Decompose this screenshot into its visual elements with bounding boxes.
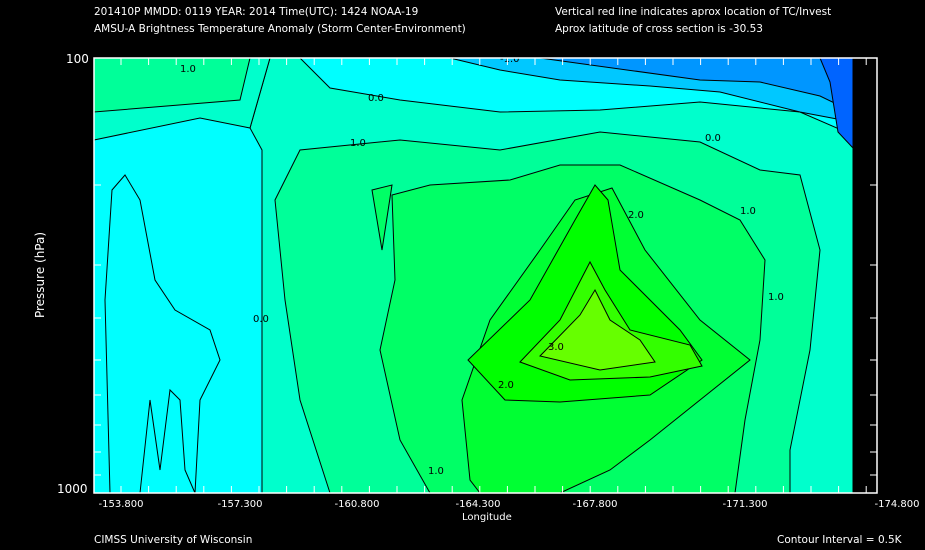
plot-frame <box>93 57 878 494</box>
x-axis-label: Longitude <box>462 512 512 523</box>
right-strip <box>853 58 877 493</box>
x-tick-label: -153.800 <box>99 499 144 510</box>
x-tick-label: -174.800 <box>875 499 920 510</box>
x-tick-label: -164.300 <box>456 499 501 510</box>
contour-label: 1.0 <box>350 138 366 149</box>
header-line1: 201410P MMDD: 0119 YEAR: 2014 Time(UTC):… <box>94 6 419 18</box>
contour-label: -1.0 <box>500 54 520 65</box>
contour-label: 1.0 <box>180 64 196 75</box>
contour-label: 0.0 <box>253 314 269 325</box>
footer-right: Contour Interval = 0.5K <box>777 534 902 546</box>
y-axis-label: Pressure (hPa) <box>33 231 47 319</box>
header-right2: Aprox latitude of cross section is -30.5… <box>555 23 763 35</box>
contour-label: 0.0 <box>705 133 721 144</box>
contour-label: 3.0 <box>548 342 564 353</box>
contour-tongue <box>371 184 393 251</box>
y-tick-1000: 1000 <box>57 482 88 496</box>
footer-left: CIMSS University of Wisconsin <box>94 534 253 546</box>
contour-label: 1.0 <box>740 206 756 217</box>
contour-label: 2.0 <box>498 380 514 391</box>
contour-band-8 <box>539 288 656 371</box>
y-tick-100: 100 <box>66 52 89 66</box>
header-line2: AMSU-A Brightness Temperature Anomaly (S… <box>94 23 466 35</box>
contour-label: 2.0 <box>628 210 644 221</box>
contour-label: 1.0 <box>768 292 784 303</box>
contour-label: 0.0 <box>368 93 384 104</box>
x-tick-label: -167.800 <box>573 499 618 510</box>
x-tick-label: -160.800 <box>335 499 380 510</box>
contour-left-region <box>104 174 221 494</box>
x-tick-label: -171.300 <box>723 499 768 510</box>
contour-label: 1.0 <box>428 466 444 477</box>
header-right1: Vertical red line indicates aprox locati… <box>555 6 832 18</box>
x-tick-label: -157.300 <box>218 499 263 510</box>
